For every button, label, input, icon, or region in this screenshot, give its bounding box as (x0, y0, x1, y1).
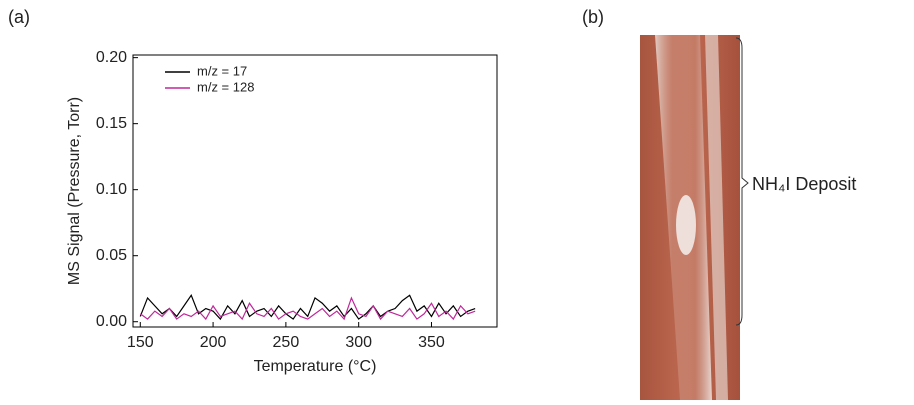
chart: 0.00 0.05 0.10 0.15 0.20 150 200 250 300 350 Tempe… (66, 49, 498, 375)
photo: NH₄I Deposit (640, 35, 856, 400)
legend-label: m/z = 17 (197, 63, 247, 78)
y-tick-label: 0.20 (96, 49, 127, 66)
legend-label: m/z = 128 (197, 79, 254, 94)
panel-label: (b) (582, 7, 604, 27)
y-tick-label: 0.00 (96, 313, 127, 330)
x-tick-label: 200 (200, 334, 227, 351)
y-tick-label: 0.05 (96, 247, 127, 264)
x-tick-label: 350 (418, 334, 445, 351)
x-tick-label: 150 (127, 334, 154, 351)
deposit (676, 195, 696, 255)
y-tick-label: 0.10 (96, 181, 127, 198)
x-tick-label: 300 (345, 334, 372, 351)
glass-rod (705, 35, 728, 400)
annotation: NH₄I Deposit (752, 174, 856, 194)
bracket (735, 37, 749, 326)
x-axis-label: Temperature (°C) (254, 358, 377, 375)
y-tick-label: 0.15 (96, 115, 127, 132)
y-axis-label: MS Signal (Pressure, Torr) (66, 97, 83, 285)
panel-label: (a) (8, 7, 30, 27)
plot-frame (132, 54, 498, 328)
series-line (139, 296, 476, 321)
x-tick-label: 250 (273, 334, 300, 351)
series-line (139, 294, 476, 321)
